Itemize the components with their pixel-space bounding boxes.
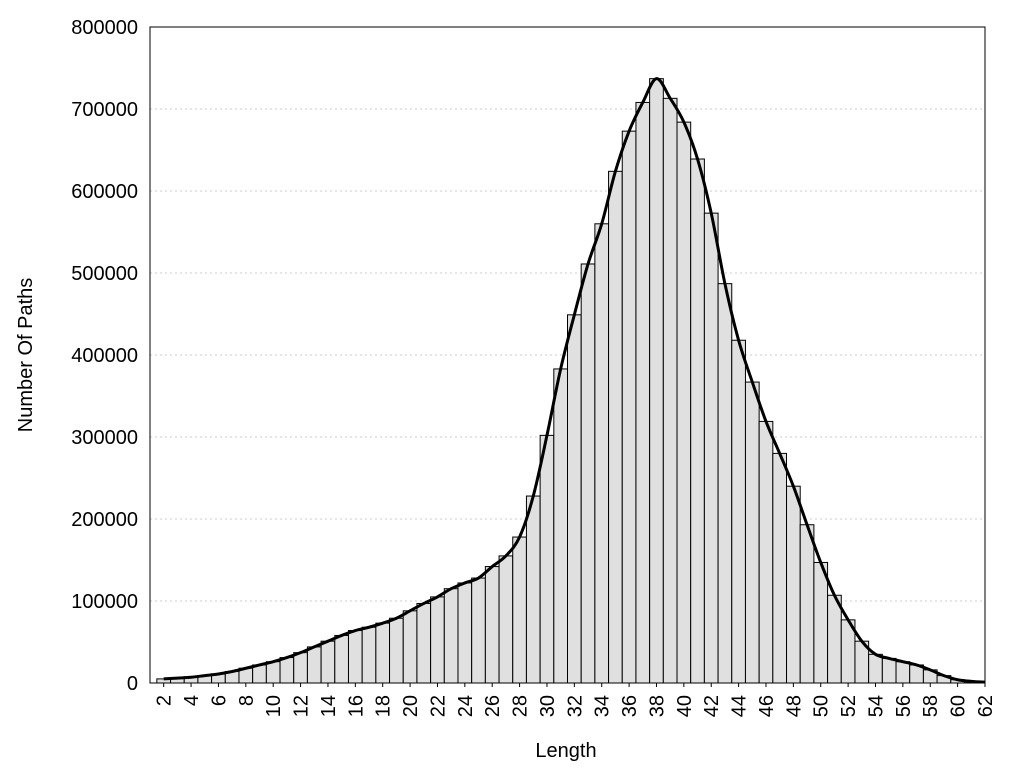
y-tick-label: 400000 [71,345,138,367]
bar [868,653,883,683]
bar [334,634,349,683]
bar [252,664,267,683]
bar [525,495,541,683]
bar [498,555,514,683]
x-tick-label: 52 [838,695,860,717]
x-tick-label: 8 [236,695,258,706]
bar [512,536,527,683]
bar [265,661,281,683]
bar [471,577,486,683]
y-tick-label: 800000 [71,17,138,39]
bar [320,640,336,683]
bar [731,339,746,683]
bar [553,368,568,683]
x-tick-label: 16 [345,695,367,717]
bar [786,485,801,683]
x-tick-label: 60 [948,695,970,717]
x-tick-label: 58 [920,695,942,717]
bar [881,657,897,683]
bar [827,594,842,683]
y-tick-label: 100000 [71,591,138,613]
x-tick-label: 6 [208,695,230,706]
bar [580,263,596,683]
x-tick-label: 18 [373,695,395,717]
plot-frame [149,26,986,684]
x-tick-label: 34 [592,695,614,717]
bar [361,626,377,683]
y-tick-label: 0 [127,673,138,695]
bar [567,314,582,683]
x-tick-label: 36 [619,695,641,717]
bar [608,170,623,683]
y-tick-label: 200000 [71,509,138,531]
plot-area [156,77,985,683]
y-tick-label: 300000 [71,427,138,449]
x-tick-label: 26 [482,695,504,717]
bar [457,582,473,683]
bar [375,622,391,683]
bar [772,452,788,683]
bar [402,610,418,683]
bar [389,617,404,683]
bar [758,420,774,683]
bar [306,646,322,683]
bar [895,661,911,683]
x-tick-label: 48 [783,695,805,717]
x-tick-label: 32 [564,695,586,717]
x-tick-label: 24 [455,695,477,717]
bar [594,223,610,683]
y-tick-label: 700000 [71,99,138,121]
bar [690,158,705,683]
bar [703,212,719,683]
trend-line [163,77,985,683]
bar [662,97,678,683]
bar [347,630,363,683]
x-tick-label: 22 [427,695,449,717]
bar [621,130,637,683]
bar [416,602,432,683]
y-axis-label: Number Of Paths [15,278,37,433]
bar [539,434,555,683]
x-tick-label: 62 [975,695,997,717]
x-tick-label: 28 [510,695,532,717]
x-tick-label: 40 [674,695,696,717]
bar [293,652,308,683]
bar [279,657,295,683]
x-tick-label: 50 [811,695,833,717]
x-tick-label: 56 [893,695,915,717]
bar [676,121,692,683]
bar [799,524,815,683]
y-tick-label: 600000 [71,181,138,203]
x-axis-label: Length [535,740,596,762]
x-tick-label: 14 [318,695,340,717]
bar [484,566,500,683]
bar [443,588,459,683]
x-tick-label: 12 [291,695,313,717]
bar [430,596,445,683]
x-tick-label: 20 [400,695,422,717]
x-tick-label: 54 [865,695,887,717]
x-tick-label: 42 [701,695,723,717]
x-tick-label: 2 [154,695,176,706]
x-tick-label: 4 [181,695,203,706]
bar [813,561,829,683]
y-tick-label: 500000 [71,263,138,285]
bar [717,283,733,683]
x-tick-label: 46 [756,695,778,717]
x-tick-label: 44 [729,695,751,717]
bar [744,381,760,683]
x-tick-label: 10 [263,695,285,717]
x-tick-label: 30 [537,695,559,717]
bar [635,101,651,683]
x-tick-label: 38 [646,695,668,717]
bar [649,78,664,683]
